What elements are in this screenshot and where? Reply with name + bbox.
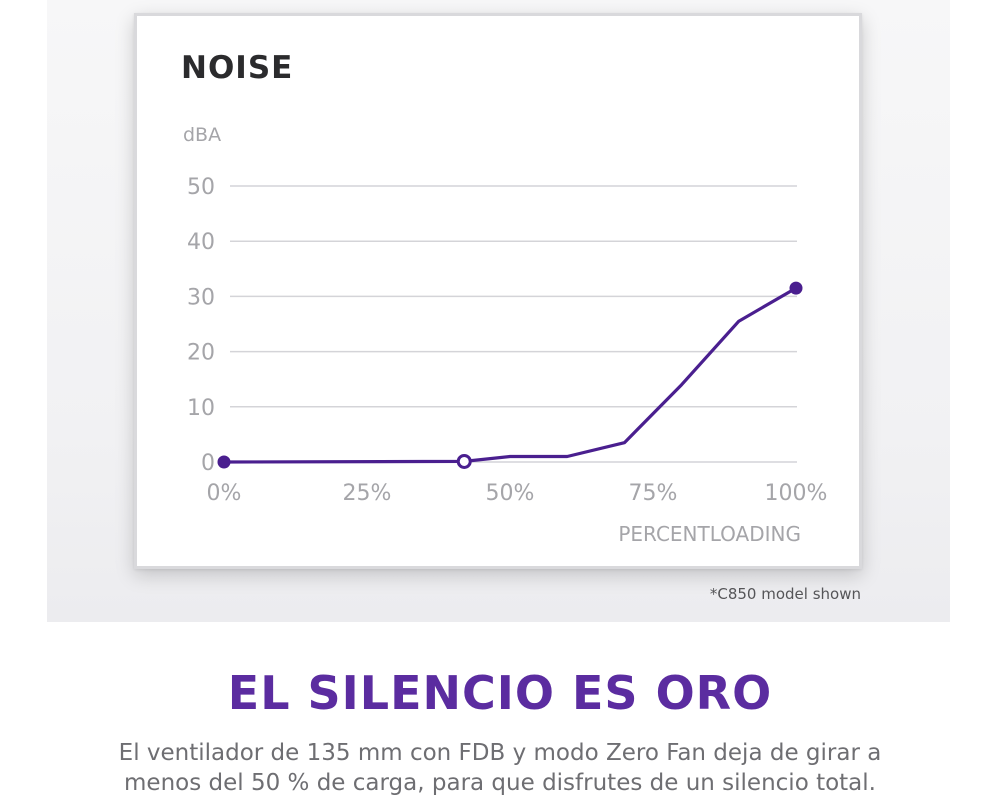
y-tick-label-30: 30 [187,285,215,310]
y-axis-label: dBA [183,124,221,146]
description-text: El ventilador de 135 mm con FDB y modo Z… [118,740,882,796]
y-tick-label-0: 0 [201,451,215,476]
noise-chart-card: NOISE dBA 0 10 20 30 40 50 0% 25% 50% 75% 100% PERCE… [134,13,862,569]
x-axis-label: PERCENTLOADING [618,522,801,546]
y-tick-label-40: 40 [187,230,215,255]
noise-series-line [222,286,798,464]
chart-title: NOISE [181,50,294,86]
x-tick-label-75: 75% [629,481,678,506]
headline: EL SILENCIO ES ORO [227,666,773,720]
y-tick-label-10: 10 [187,396,215,421]
data-point-marker-100 [789,281,803,295]
x-tick-label-50: 50% [486,481,535,506]
x-tick-label-100: 100% [765,481,828,506]
y-tick-label-50: 50 [187,175,215,200]
data-point-marker-0 [217,455,231,469]
y-tick-label-20: 20 [187,341,215,366]
x-tick-label-25: 25% [343,481,392,506]
x-tick-label-0: 0% [207,481,242,506]
data-point-marker-42 [456,453,472,469]
noise-chart: dBA 0 10 20 30 40 50 0% 25% 50% 75% 100% PERCENTLOAD… [183,124,828,546]
model-footnote: *C850 model shown [709,585,861,603]
